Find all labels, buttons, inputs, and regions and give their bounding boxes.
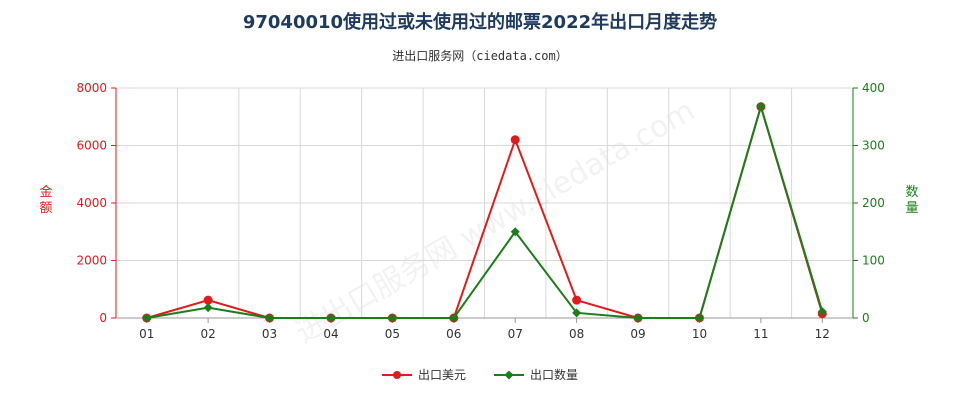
series-0-point <box>510 135 520 145</box>
y-left-tick-label: 2000 <box>76 254 107 268</box>
y-right-tick-label: 100 <box>862 254 885 268</box>
x-tick-label: 09 <box>630 327 645 341</box>
legend: 出口美元 出口数量 <box>0 366 960 383</box>
y-left-axis-label-char: 额 <box>39 201 52 216</box>
series-1-point <box>142 313 152 323</box>
series-0-point <box>572 295 582 305</box>
series-1-point <box>633 313 643 323</box>
series-1-point <box>572 308 582 318</box>
y-left-tick-label: 0 <box>99 311 107 325</box>
y-right-tick-label: 0 <box>862 311 870 325</box>
legend-item-export-usd[interactable]: 出口美元 <box>381 366 466 383</box>
series-1-point <box>449 313 459 323</box>
x-tick-label: 02 <box>200 327 215 341</box>
x-tick-label: 03 <box>262 327 277 341</box>
y-left-tick-label: 8000 <box>76 81 107 95</box>
x-tick-label: 10 <box>692 327 707 341</box>
y-right-axis-label-char: 量 <box>905 201 918 216</box>
legend-item-export-qty[interactable]: 出口数量 <box>494 366 578 383</box>
legend-swatch-red <box>381 369 412 381</box>
series-1-point <box>265 313 275 323</box>
y-left-axis-label-char: 金 <box>39 184 52 200</box>
y-left-tick-label: 4000 <box>76 196 107 210</box>
x-tick-label: 08 <box>569 327 584 341</box>
x-tick-label: 11 <box>753 327 768 341</box>
series-1-point <box>387 313 397 323</box>
x-tick-label: 04 <box>323 327 338 341</box>
y-right-tick-label: 200 <box>862 196 885 210</box>
x-tick-label: 12 <box>815 327 830 341</box>
x-tick-label: 06 <box>446 327 461 341</box>
y-right-tick-label: 400 <box>862 81 885 95</box>
legend-swatch-green <box>494 369 524 381</box>
chart-title: 97040010使用过或未使用过的邮票2022年出口月度走势 <box>242 12 718 33</box>
x-tick-label: 05 <box>385 327 400 341</box>
x-tick-label: 07 <box>508 327 523 341</box>
series-1-point <box>756 101 766 111</box>
x-tick-label: 01 <box>139 327 154 341</box>
series-1-point <box>694 313 704 323</box>
series-line-1 <box>146 102 824 319</box>
series-0-point <box>203 295 213 305</box>
chart-subtitle: 进出口服务网（ciedata.com） <box>392 49 568 63</box>
watermark: 进出口服务网 www.ciedata.com <box>290 93 701 351</box>
series-1-point <box>817 307 827 317</box>
series-1-point <box>510 227 520 237</box>
series-1-point <box>326 313 336 323</box>
y-left-tick-label: 6000 <box>76 139 107 153</box>
y-right-axis-label-char: 数 <box>905 185 918 200</box>
series-1-point <box>203 303 213 313</box>
legend-label-export-qty: 出口数量 <box>530 368 579 382</box>
legend-label-export-usd: 出口美元 <box>417 368 466 382</box>
y-right-tick-label: 300 <box>862 139 885 153</box>
